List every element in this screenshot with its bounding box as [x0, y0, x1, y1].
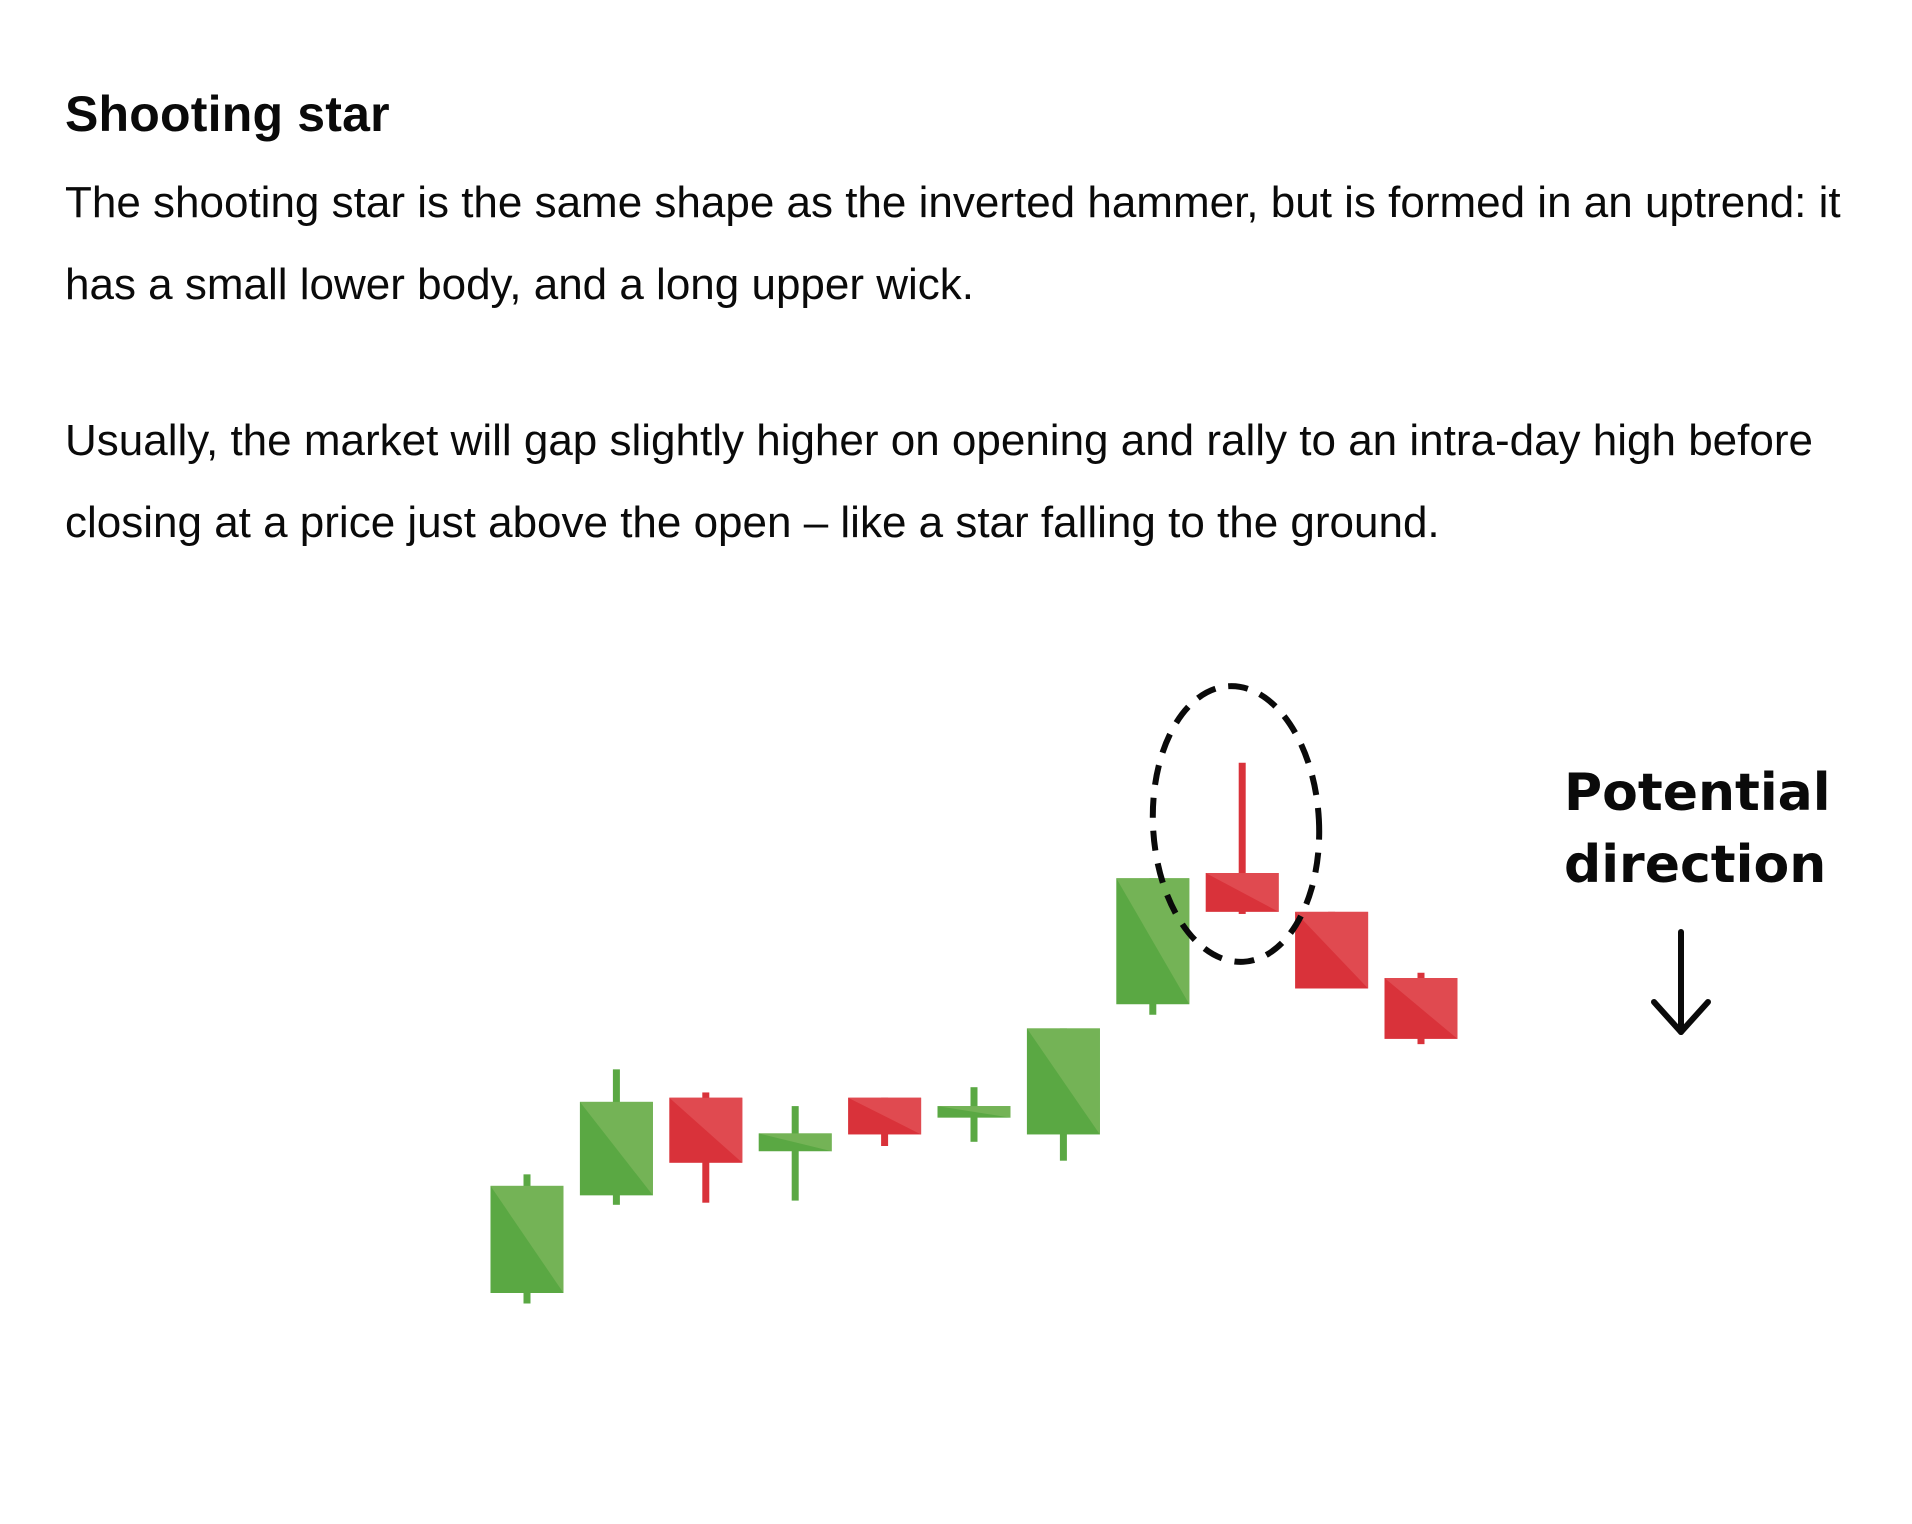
candle-11-bearish — [1384, 972, 1458, 1045]
annotation-line-direction: direction — [1564, 835, 1826, 895]
candle-body-shade — [579, 1101, 653, 1196]
candle-4-bullish — [758, 1106, 832, 1201]
annotation-line-potential: Potential — [1564, 763, 1831, 823]
candle-5-bearish — [848, 1097, 922, 1146]
candle-7-bullish — [1026, 1028, 1100, 1161]
article-paragraph-2: Usually, the market will gap slightly hi… — [65, 416, 1813, 547]
candle-8-bullish — [1116, 878, 1190, 1015]
article-paragraph-1: The shooting star is the same shape as t… — [65, 178, 1841, 309]
candle-2-bullish — [579, 1069, 653, 1205]
candle-6-bullish — [937, 1087, 1011, 1142]
down-arrow-icon — [1651, 929, 1711, 1035]
candle-1-bullish — [490, 1174, 564, 1304]
candles-group — [490, 762, 1458, 1304]
candle-body-shade — [848, 1097, 922, 1135]
candle-body-shade — [1384, 978, 1458, 1039]
candle-wick — [1238, 762, 1246, 914]
candle-wick — [791, 1106, 799, 1201]
article: Shooting star The shooting star is the s… — [65, 78, 1895, 564]
candlestick-chart: Potential direction — [490, 683, 1831, 1304]
highlight-dashed-ellipse — [1149, 683, 1323, 965]
candle-body-shade — [669, 1097, 743, 1163]
candle-body-shade — [758, 1133, 832, 1152]
candle-3-bearish — [669, 1092, 743, 1203]
article-heading: Shooting star — [65, 86, 390, 142]
candle-9-bearish — [1205, 762, 1279, 914]
candle-body-shade — [490, 1185, 564, 1293]
candlestick-figure: Potential direction — [0, 600, 1912, 1524]
candle-10-bearish — [1295, 911, 1369, 989]
